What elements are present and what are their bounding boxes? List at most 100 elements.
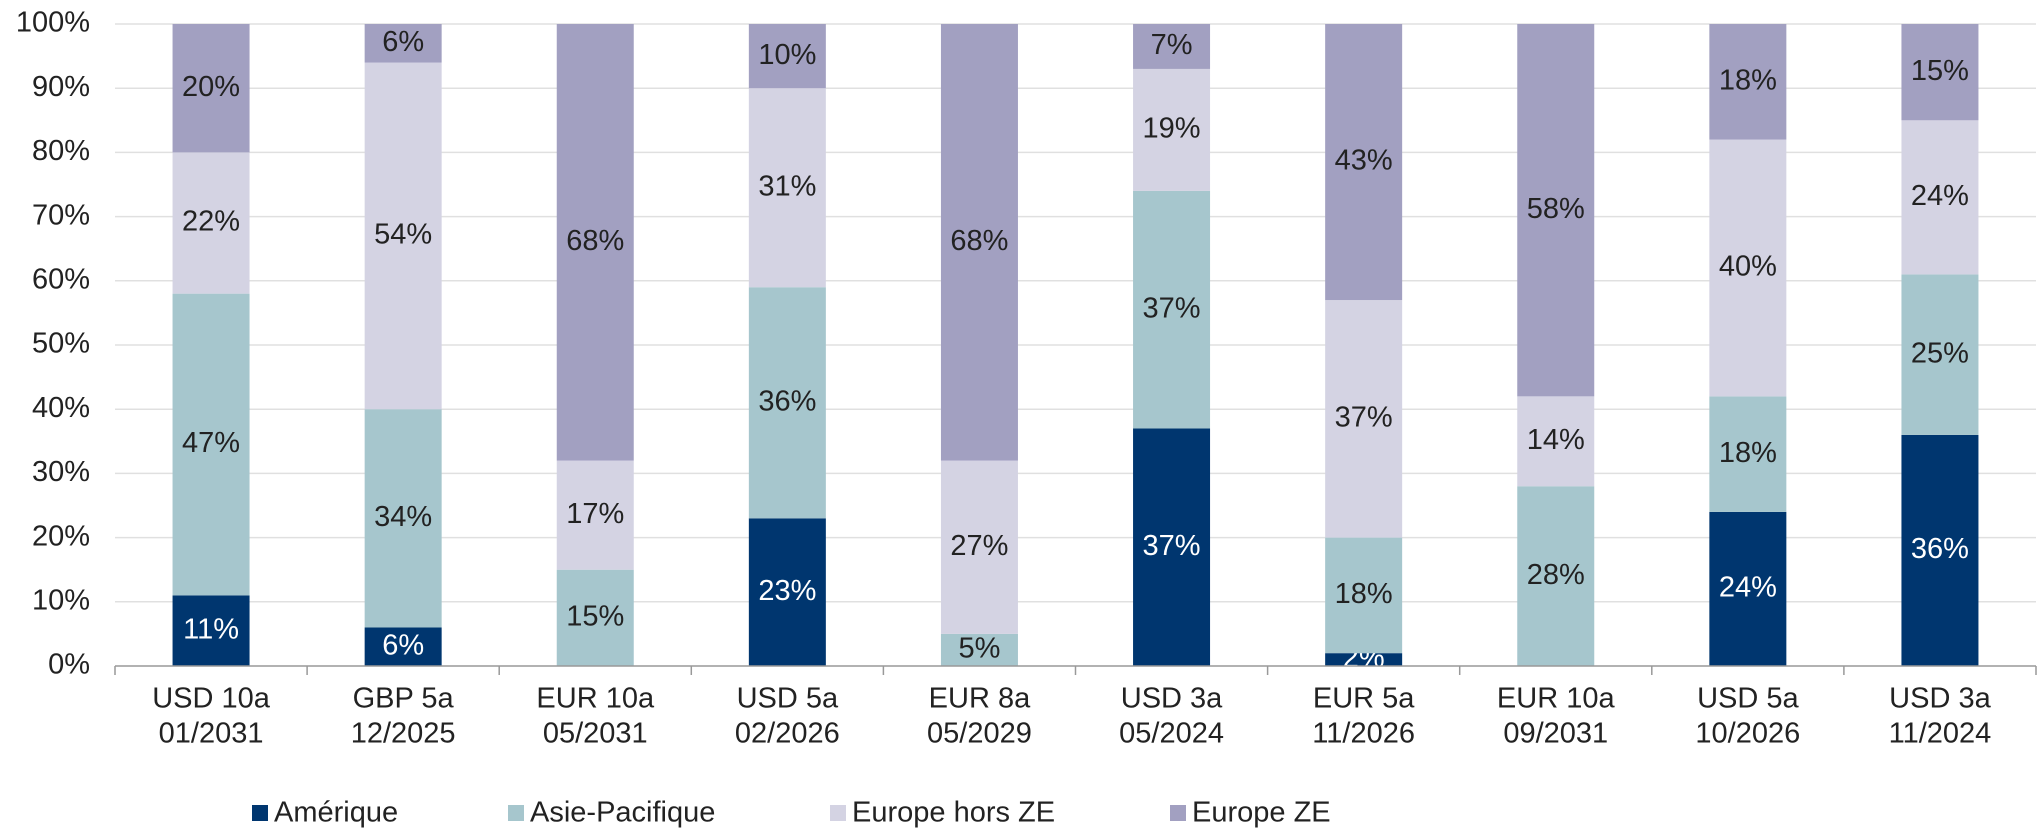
data-label: 10%	[758, 39, 816, 71]
y-tick-label: 70%	[32, 199, 90, 231]
bar-segment	[556, 24, 634, 461]
bar-segment	[940, 633, 1018, 666]
bar-segment	[1325, 24, 1403, 301]
y-tick-label: 0%	[48, 649, 90, 681]
bar-segment	[172, 595, 250, 666]
bar-segment	[748, 88, 826, 288]
y-tick-label: 60%	[32, 263, 90, 295]
x-tick-label: USD 3a	[1121, 683, 1223, 715]
data-label: 24%	[1719, 572, 1777, 604]
data-label: 68%	[950, 225, 1008, 257]
data-label: 27%	[950, 530, 1008, 562]
data-label: 23%	[758, 575, 816, 607]
data-label: 25%	[1911, 337, 1969, 369]
x-tick-label: USD 10a	[152, 683, 271, 715]
x-tick-label: USD 5a	[737, 683, 839, 715]
data-label: 5%	[958, 633, 1000, 665]
legend-swatch	[508, 805, 524, 821]
data-label: 68%	[566, 225, 624, 257]
data-label: 54%	[374, 219, 432, 251]
legend-swatch	[252, 805, 268, 821]
data-label: 18%	[1719, 437, 1777, 469]
bar-segment	[748, 518, 826, 666]
x-tick-label: 09/2031	[1503, 718, 1608, 750]
data-label: 58%	[1527, 193, 1585, 225]
bar-segment	[1133, 24, 1211, 69]
data-label: 40%	[1719, 251, 1777, 283]
data-label: 22%	[182, 206, 240, 238]
x-tick-label: 11/2026	[1312, 718, 1415, 750]
x-tick-label: 05/2029	[927, 718, 1032, 750]
data-label: 37%	[1143, 292, 1201, 324]
data-label: 34%	[374, 501, 432, 533]
legend-swatch	[830, 805, 846, 821]
legend-label: Asie-Pacifique	[530, 797, 715, 828]
y-tick-label: 20%	[32, 520, 90, 552]
bar-segment	[1517, 486, 1595, 666]
data-label: 18%	[1719, 64, 1777, 96]
bar-segment	[1325, 537, 1403, 654]
bar-segment	[1709, 511, 1787, 666]
data-label: 20%	[182, 71, 240, 103]
bar-segment	[1517, 24, 1595, 397]
bar-segment	[364, 62, 442, 410]
data-label: 37%	[1143, 530, 1201, 562]
bar-segment	[748, 24, 826, 89]
x-tick-label: EUR 10a	[536, 683, 655, 715]
x-tick-label: USD 5a	[1697, 683, 1799, 715]
bar-segment	[1325, 300, 1403, 538]
bar-segment	[748, 287, 826, 519]
bar-segment	[172, 24, 250, 153]
bar-segment	[1901, 434, 1979, 666]
bar-segment	[1133, 68, 1211, 191]
bar-segment	[1325, 653, 1403, 666]
x-tick-label: EUR 5a	[1313, 683, 1415, 715]
data-label: 36%	[758, 385, 816, 417]
data-label: 15%	[566, 601, 624, 633]
data-label: 11%	[183, 613, 239, 645]
bar-segment	[940, 460, 1018, 634]
bar-segment	[556, 569, 634, 666]
y-tick-label: 30%	[32, 456, 90, 488]
bar-segment	[364, 409, 442, 628]
y-tick-label: 80%	[32, 135, 90, 167]
data-label: 19%	[1143, 113, 1201, 145]
legend-label: Europe ZE	[1192, 797, 1331, 828]
bar-segment	[940, 24, 1018, 461]
data-label: 18%	[1335, 578, 1393, 610]
x-tick-label: 12/2025	[351, 718, 456, 750]
bar-segment	[556, 460, 634, 570]
data-label: 36%	[1911, 533, 1969, 565]
legend-swatch	[1170, 805, 1186, 821]
x-tick-label: 01/2031	[159, 718, 264, 750]
x-tick-label: 02/2026	[735, 718, 840, 750]
data-label: 31%	[758, 170, 816, 202]
y-tick-label: 10%	[32, 584, 90, 616]
x-tick-label: EUR 10a	[1497, 683, 1616, 715]
bar-segment	[1517, 396, 1595, 487]
bar-segment	[1709, 396, 1787, 512]
bar-segment	[1133, 428, 1211, 666]
data-label: 37%	[1335, 401, 1393, 433]
data-label: 17%	[566, 498, 624, 530]
bar-segment	[1709, 139, 1787, 397]
data-label: 43%	[1335, 145, 1393, 177]
data-label: 47%	[182, 427, 240, 459]
data-label: 6%	[382, 629, 424, 661]
x-tick-label: 05/2031	[543, 718, 648, 750]
x-tick-label: 05/2024	[1119, 718, 1224, 750]
bar-segment	[364, 24, 442, 63]
data-label: 7%	[1151, 29, 1193, 61]
legend-label: Europe hors ZE	[852, 797, 1055, 828]
bar-segment	[364, 627, 442, 666]
data-label: 6%	[382, 26, 424, 58]
data-label: 15%	[1911, 55, 1969, 87]
x-tick-label: USD 3a	[1889, 683, 1991, 715]
x-tick-label: 11/2024	[1889, 718, 1992, 750]
bar-segment	[1133, 190, 1211, 429]
bar-segment	[1901, 24, 1979, 121]
y-tick-label: 90%	[32, 71, 90, 103]
y-tick-label: 40%	[32, 392, 90, 424]
y-tick-label: 100%	[16, 7, 90, 39]
